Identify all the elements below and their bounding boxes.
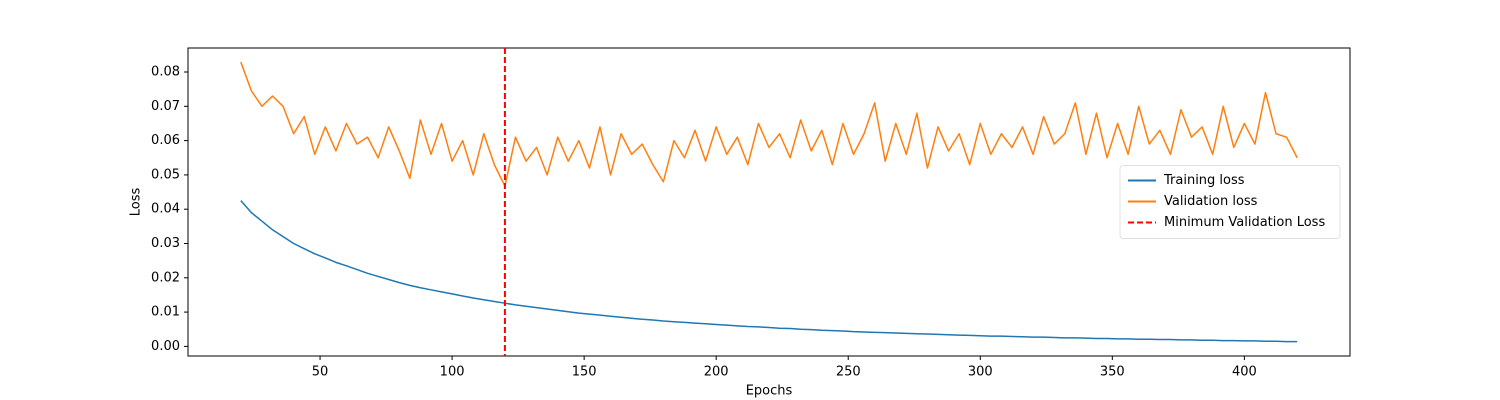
y-tick-label: 0.08: [151, 65, 180, 80]
line-series: [240, 200, 1298, 343]
x-tick-label: 350: [1100, 365, 1125, 380]
plot-frame: [187, 47, 1351, 357]
legend-box: [1119, 165, 1341, 239]
y-tick-label: 0.07: [151, 99, 180, 114]
y-tick-label: 0.03: [151, 236, 180, 251]
y-tick-label: 0.02: [151, 270, 180, 285]
y-axis-label: Loss: [129, 188, 144, 217]
x-tick-label: 50: [312, 365, 329, 380]
x-tick-label: 200: [704, 365, 729, 380]
x-tick-label: 400: [1232, 365, 1257, 380]
y-tick-label: 0.05: [151, 167, 180, 182]
y-tick-label: 0.06: [151, 133, 180, 148]
x-axis-label: Epochs: [746, 384, 793, 399]
legend-label: Validation loss: [1164, 194, 1258, 209]
x-tick-label: 150: [572, 365, 597, 380]
y-tick-label: 0.00: [151, 339, 180, 354]
x-tick-label: 250: [836, 365, 861, 380]
y-tick-label: 0.04: [151, 202, 180, 217]
line-series: [240, 61, 1298, 187]
y-tick-label: 0.01: [151, 305, 180, 320]
legend-label: Training loss: [1163, 173, 1245, 188]
legend-label: Minimum Validation Loss: [1164, 215, 1325, 230]
x-tick-label: 300: [968, 365, 993, 380]
x-tick-label: 100: [440, 365, 465, 380]
